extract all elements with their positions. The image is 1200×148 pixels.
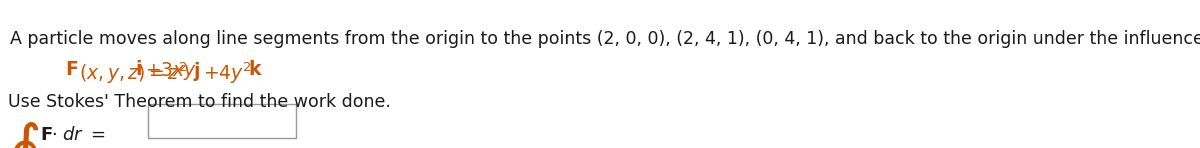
Text: $(x, y, z) = z^2$: $(x, y, z) = z^2$ [79, 60, 187, 86]
Text: .: . [256, 60, 262, 79]
Text: $\mathbf{k}$: $\mathbf{k}$ [248, 60, 263, 79]
Text: $\cdot\ dr\ =$: $\cdot\ dr\ =$ [52, 126, 106, 144]
Text: $\mathbf{F}$: $\mathbf{F}$ [40, 126, 53, 144]
Text: $C$: $C$ [16, 143, 28, 148]
Text: $\mathbf{i}$: $\mathbf{i}$ [134, 60, 142, 79]
Text: $+ 3xy$: $+ 3xy$ [145, 60, 197, 82]
Text: $\mathbf{F}$: $\mathbf{F}$ [65, 60, 78, 79]
Text: $+ 4y^2$: $+ 4y^2$ [203, 60, 252, 86]
Text: $\mathbf{j}$: $\mathbf{j}$ [193, 60, 200, 83]
Text: A particle moves along line segments from the origin to the points (2, 0, 0), (2: A particle moves along line segments fro… [10, 30, 1200, 48]
Text: $\oint$: $\oint$ [8, 120, 40, 148]
Text: Use Stokes' Theorem to find the work done.: Use Stokes' Theorem to find the work don… [8, 93, 391, 111]
